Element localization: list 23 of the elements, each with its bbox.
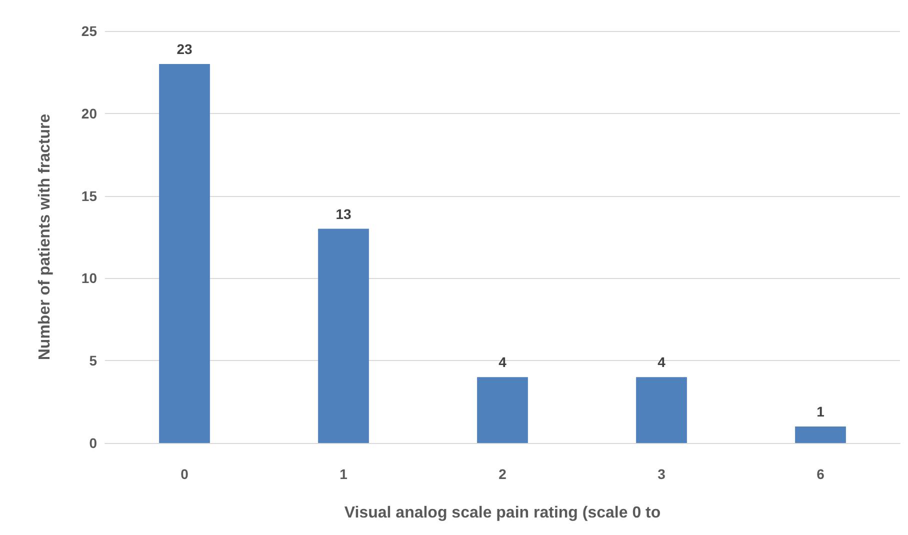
x-axis-title: Visual analog scale pain rating (scale 0 to	[344, 504, 661, 522]
data-label: 4	[658, 354, 666, 370]
bar	[636, 377, 687, 443]
data-label: 13	[336, 206, 352, 222]
data-label: 1	[816, 404, 825, 420]
bar	[477, 377, 528, 443]
y-tick-label: 20	[81, 105, 98, 122]
x-tick-label: 0	[180, 466, 189, 482]
x-tick-label: 3	[658, 466, 666, 482]
y-tick-label: 0	[89, 435, 98, 451]
bar	[318, 228, 369, 443]
y-axis-title: Number of patients with fracture	[36, 114, 54, 360]
y-tick-label: 10	[81, 270, 98, 286]
bar	[159, 64, 210, 443]
x-tick-label: 6	[816, 466, 825, 482]
y-tick-label: 25	[81, 23, 98, 39]
x-tick-label: 2	[498, 466, 507, 482]
y-tick-label: 15	[81, 188, 98, 204]
bar	[795, 426, 846, 443]
y-tick-label: 5	[89, 352, 98, 369]
data-label: 4	[498, 354, 507, 370]
data-label: 23	[176, 40, 192, 57]
x-tick-label: 1	[340, 466, 348, 482]
